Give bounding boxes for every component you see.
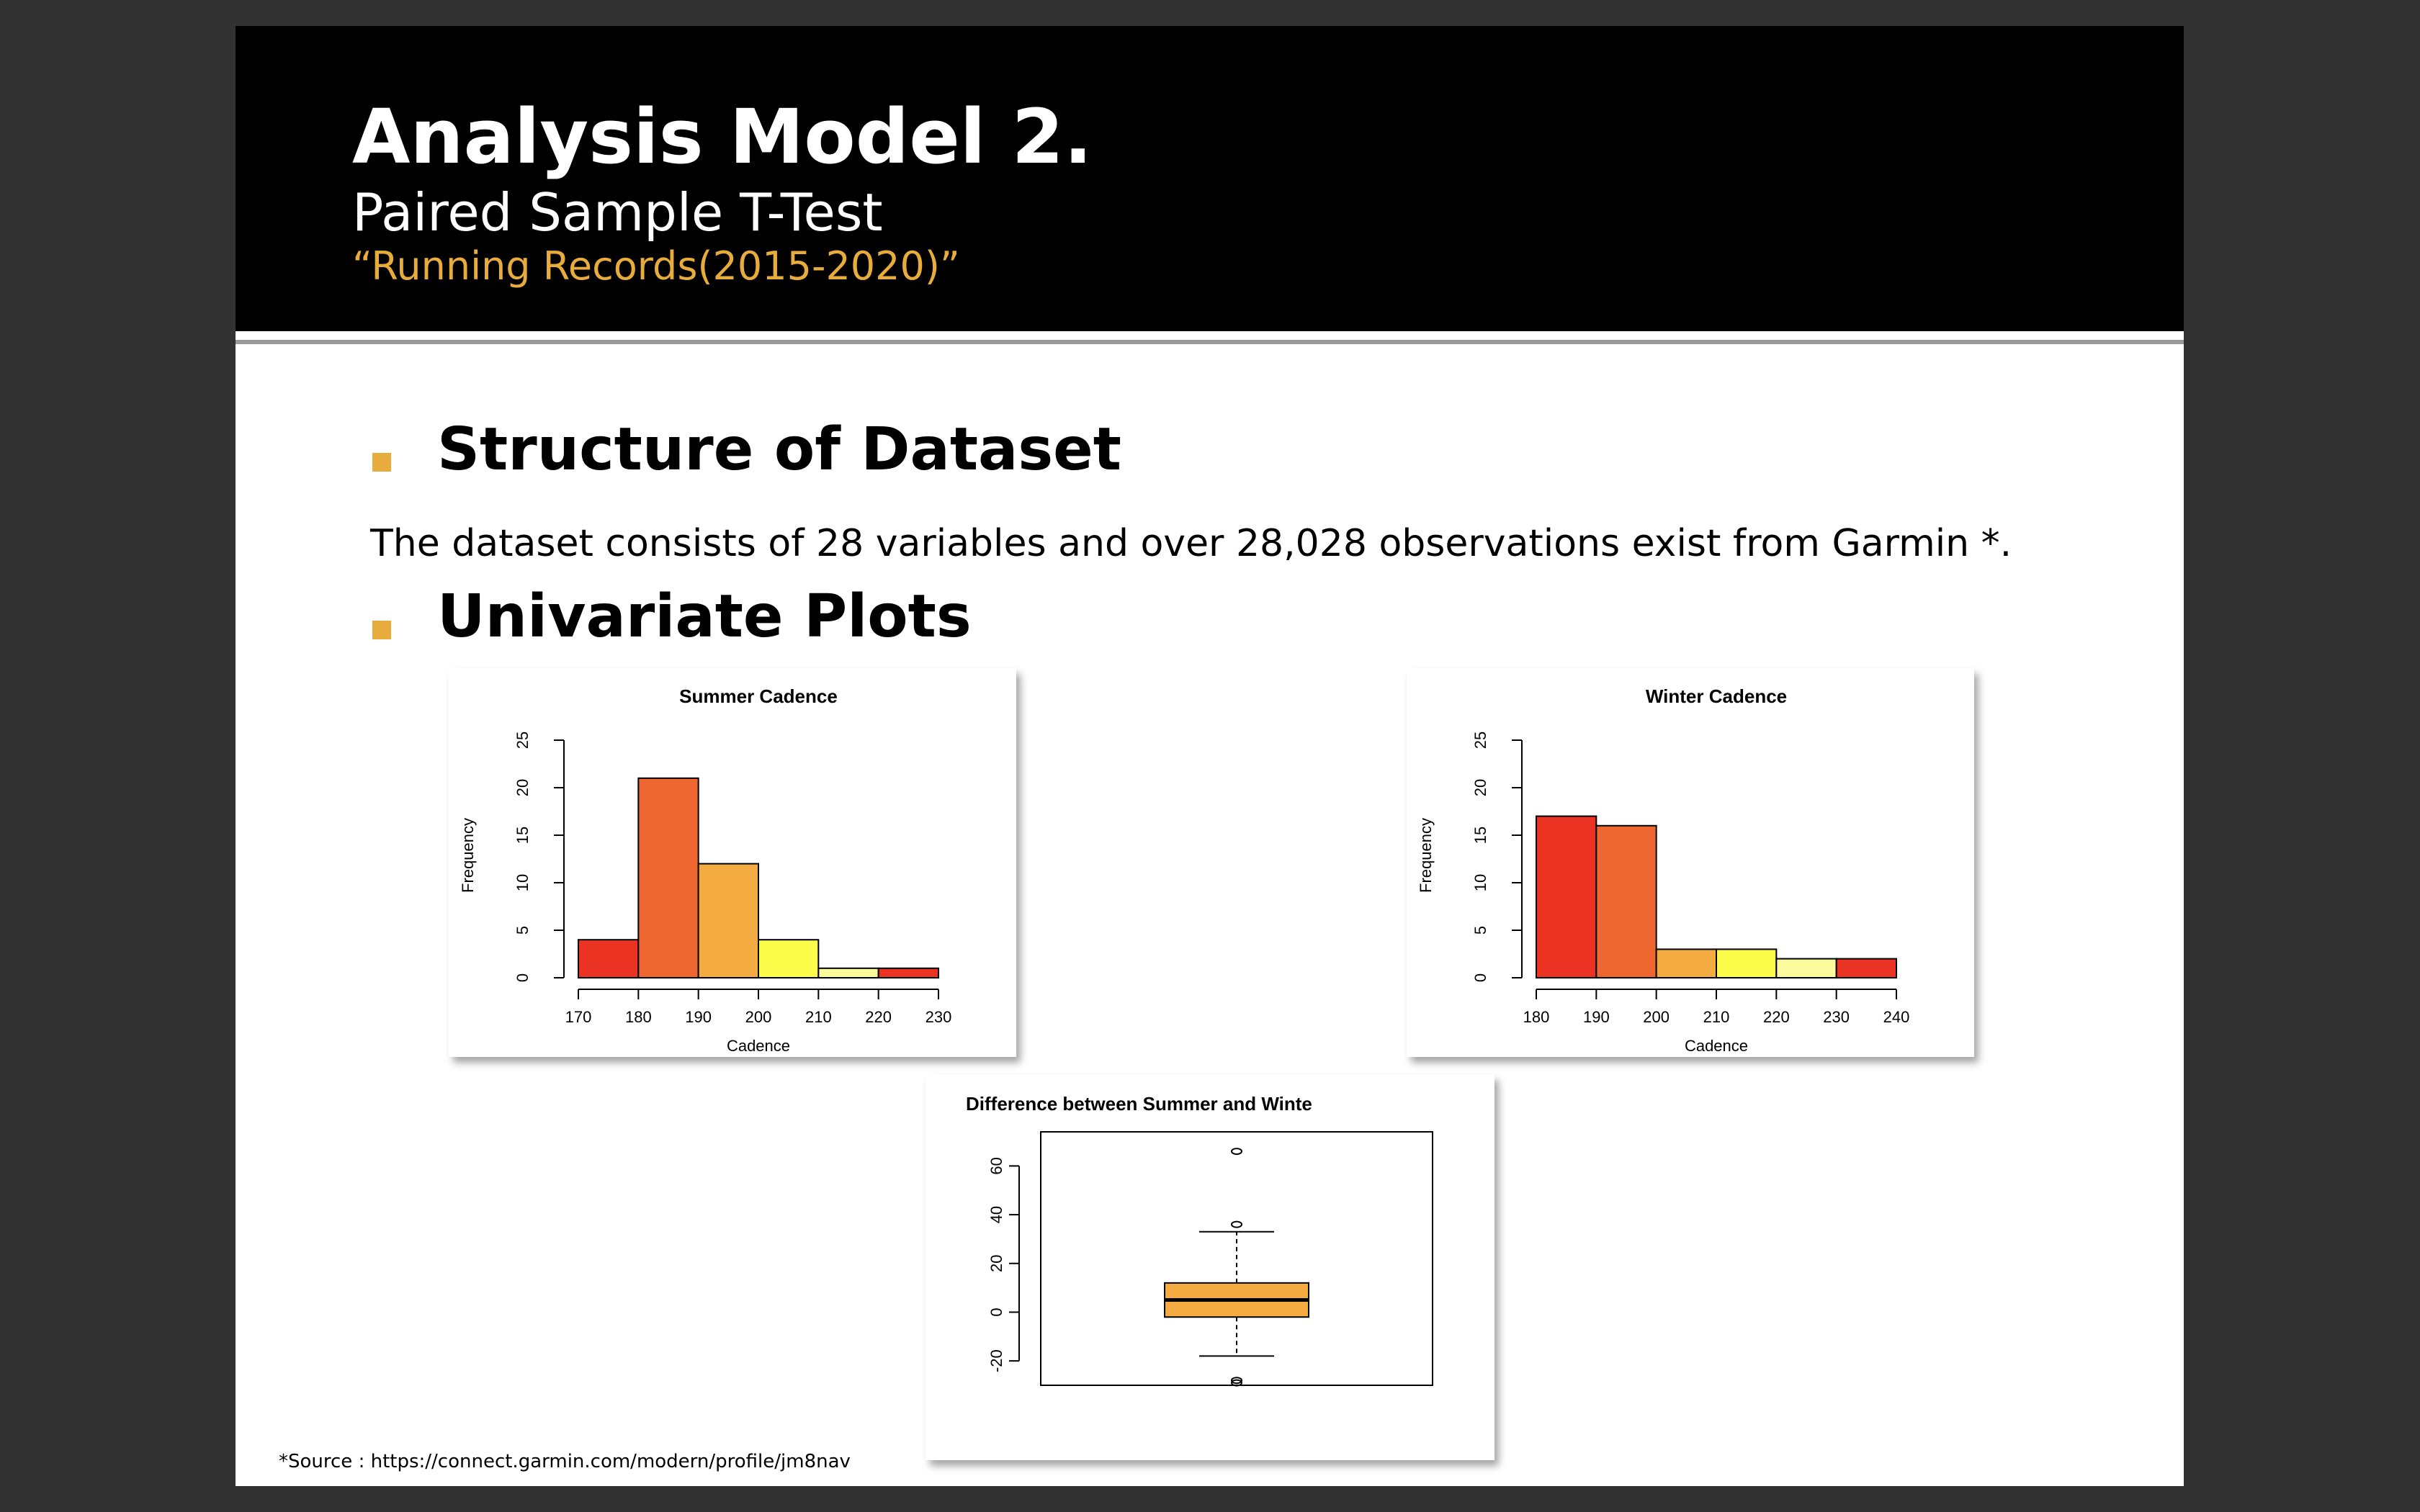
y-tick-label: 60 [987, 1157, 1005, 1174]
y-axis-label: Frequency [1417, 818, 1435, 893]
y-tick-label: 0 [1471, 973, 1489, 982]
slide-title: Analysis Model 2. [352, 93, 1093, 181]
y-tick-label: 25 [1471, 732, 1489, 749]
x-tick-label: 220 [865, 1008, 892, 1026]
outlier-point [1231, 1148, 1242, 1156]
summer-cadence-chart: Summer Cadence 0 5 10 15 20 25 170 180 190 200 210 2… [449, 668, 1016, 1057]
y-tick-label: 20 [514, 779, 532, 796]
y-tick-label: 15 [1471, 827, 1489, 844]
histogram-bar [1536, 815, 1597, 978]
histogram-bar [637, 777, 699, 979]
y-tick-label: 25 [514, 732, 532, 749]
winter-cadence-chart: Winter Cadence 0 5 10 15 20 25 180 190 200 210 220 2… [1407, 668, 1974, 1057]
x-tick-label: 190 [1583, 1008, 1610, 1026]
y-tick-label: 10 [1471, 874, 1489, 891]
x-tick-label: 190 [685, 1008, 712, 1026]
difference-boxplot: Difference between Summer and Winte -20 0 2… [966, 1093, 1433, 1387]
chart-title: Winter Cadence [1646, 685, 1787, 707]
slide: Analysis Model 2. Paired Sample T-Test “… [236, 26, 2184, 1486]
y-tick-label: 20 [1471, 779, 1489, 796]
y-tick-label: 5 [1471, 926, 1489, 935]
x-tick-label: 180 [1523, 1008, 1550, 1026]
bullet-square-icon [372, 453, 391, 472]
slide-quote: “Running Records(2015-2020)” [352, 243, 960, 289]
y-tick-label: 20 [987, 1255, 1005, 1272]
section-heading-structure: Structure of Dataset [437, 415, 1121, 484]
source-footnote: *Source : https://connect.garmin.com/mod… [279, 1451, 851, 1472]
x-tick-label: 220 [1763, 1008, 1790, 1026]
histogram-bar [1775, 958, 1837, 979]
x-tick-label: 210 [805, 1008, 832, 1026]
y-axis-label: Frequency [459, 818, 477, 893]
y-tick-label: 5 [514, 926, 532, 935]
histogram-bar [817, 967, 879, 978]
section-heading-univariate: Univariate Plots [437, 582, 972, 651]
histogram-bar [758, 939, 820, 979]
x-axis-label: Cadence [727, 1037, 790, 1055]
x-tick-label: 210 [1703, 1008, 1730, 1026]
x-tick-label: 200 [1643, 1008, 1670, 1026]
histogram-bar [877, 967, 940, 978]
difference-boxplot-chart: Difference between Summer and Winte -20 0 2… [926, 1074, 1494, 1460]
header-divider [236, 331, 2184, 340]
slide-subtitle: Paired Sample T-Test [352, 182, 883, 243]
outlier-point [1231, 1220, 1242, 1228]
winter-cadence-histogram: Winter Cadence 0 5 10 15 20 25 180 190 200 210 220 2… [1417, 685, 1910, 1055]
histogram-bar [1835, 958, 1898, 979]
x-axis-label: Cadence [1685, 1037, 1748, 1055]
summer-cadence-histogram: Summer Cadence 0 5 10 15 20 25 170 180 190 200 210 2… [459, 685, 952, 1055]
y-tick-label: 10 [514, 874, 532, 891]
x-tick-label: 170 [565, 1008, 592, 1026]
bullet-square-icon [372, 621, 391, 639]
section-text-structure: The dataset consists of 28 variables and… [370, 522, 2012, 565]
x-tick-label: 240 [1883, 1008, 1910, 1026]
histogram-bar [1716, 948, 1778, 978]
y-tick-label: 40 [987, 1206, 1005, 1223]
outlier-point [1231, 1377, 1242, 1385]
y-tick-label: 15 [514, 827, 532, 844]
x-tick-label: 180 [625, 1008, 652, 1026]
slide-header: Analysis Model 2. Paired Sample T-Test “… [236, 26, 2184, 331]
chart-title: Difference between Summer and Winte [966, 1093, 1312, 1115]
y-tick-label: 0 [514, 973, 532, 982]
chart-title: Summer Cadence [679, 685, 838, 707]
y-tick-label: -20 [987, 1349, 1005, 1372]
header-divider-shadow [236, 340, 2184, 344]
histogram-bar [1595, 824, 1657, 978]
y-tick-label: 0 [987, 1308, 1005, 1316]
histogram-bar [578, 939, 640, 979]
x-tick-label: 200 [745, 1008, 772, 1026]
x-tick-label: 230 [1823, 1008, 1850, 1026]
outlier-point [1231, 1379, 1242, 1387]
histogram-bar [697, 863, 759, 978]
x-tick-label: 230 [926, 1008, 952, 1026]
histogram-bar [1655, 948, 1717, 978]
